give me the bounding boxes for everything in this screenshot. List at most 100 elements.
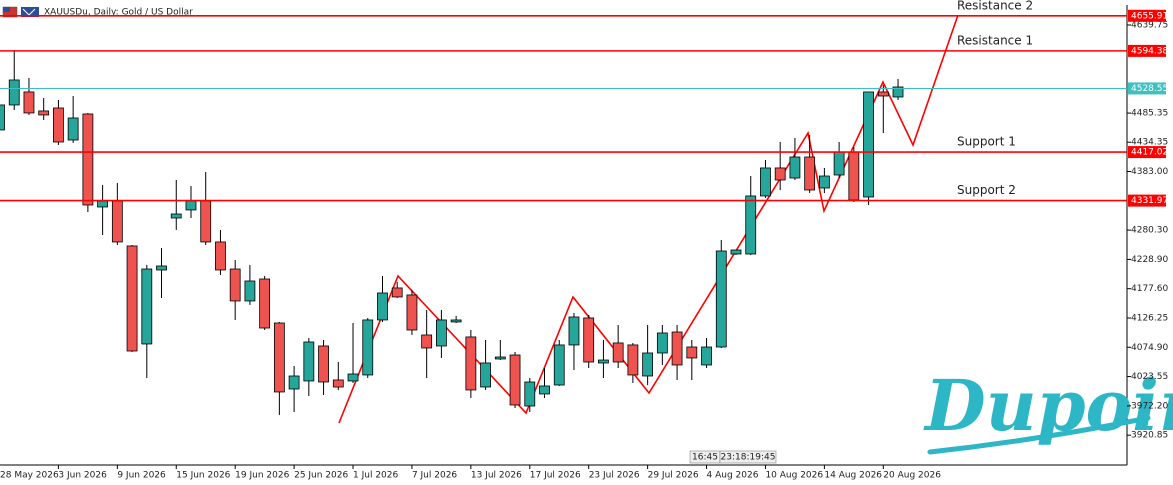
candle-body xyxy=(494,356,506,360)
candle-body xyxy=(863,91,874,198)
level-tag xyxy=(1128,9,1166,22)
x-tick-label: 19 Jun 2026 xyxy=(235,471,289,481)
x-tick-label: 9 Jun 2026 xyxy=(117,471,166,481)
candle-body xyxy=(568,316,580,346)
candle-body xyxy=(730,249,742,255)
x-tick-label: 23 Jul 2026 xyxy=(589,471,640,481)
candle-body xyxy=(553,344,565,386)
candle-body xyxy=(656,332,668,354)
y-tick-label: 4639.75 xyxy=(1131,20,1168,30)
candle-body xyxy=(156,265,167,271)
candle-body xyxy=(745,195,757,255)
candle-body xyxy=(671,331,683,366)
x-tick-label: 28 May 2026 xyxy=(0,471,59,481)
candle-body xyxy=(421,334,433,349)
candle-body xyxy=(524,381,536,407)
candle-body xyxy=(38,110,50,116)
logo-text: Dupoin xyxy=(923,364,1173,447)
level-price: 4417.02 xyxy=(1131,148,1168,158)
candle-body xyxy=(892,86,904,98)
candle-body xyxy=(789,156,801,179)
level-label: Resistance 1 xyxy=(957,33,1033,47)
timer-label: 23:18:19:45 xyxy=(721,453,776,463)
level-price: 4331.97 xyxy=(1131,196,1168,206)
zigzag-projection xyxy=(338,14,959,424)
candle-body xyxy=(126,245,138,352)
x-tick-label: 13 Jul 2026 xyxy=(471,471,522,481)
x-tick-label: 15 Jun 2026 xyxy=(176,471,230,481)
y-tick-label: 3920.85 xyxy=(1131,431,1168,441)
level-price: 4594.38 xyxy=(1131,46,1168,56)
candle-body xyxy=(332,379,344,388)
candle-body xyxy=(273,322,285,393)
level-tag xyxy=(1128,194,1166,207)
x-tick-label: 1 Jul 2026 xyxy=(353,471,398,481)
candle-body xyxy=(318,345,329,383)
candle-body xyxy=(877,91,889,97)
candle-body xyxy=(715,250,727,348)
time-label: 16:45 xyxy=(692,453,718,463)
candle-body xyxy=(53,107,64,143)
candle-body xyxy=(480,362,491,388)
candle-body xyxy=(303,341,315,382)
candle-body xyxy=(82,113,94,206)
candle-body xyxy=(67,117,79,141)
candle-body xyxy=(377,292,388,321)
level-price: 4655.91 xyxy=(1131,11,1168,21)
x-tick-label: 7 Jul 2026 xyxy=(412,471,457,481)
candle-body xyxy=(760,167,771,197)
candle-body xyxy=(288,375,300,390)
candle-body xyxy=(406,294,418,331)
candle-body xyxy=(97,200,109,208)
candle-body xyxy=(185,200,197,211)
candle-body xyxy=(435,319,447,347)
x-tick-label: 14 Aug 2026 xyxy=(824,471,882,481)
candle-body xyxy=(583,317,595,363)
time-box: 16:45 23:18:19:45 xyxy=(689,450,777,464)
candle-body xyxy=(539,385,550,395)
x-tick-label: 10 Aug 2026 xyxy=(765,471,823,481)
candle-body xyxy=(347,373,359,382)
chart-header: XAUUSDu, Daily: Gold / US Dollar xyxy=(44,8,193,18)
y-tick-label: 4126.25 xyxy=(1131,313,1168,323)
candle-body xyxy=(848,151,860,201)
last-price-tag xyxy=(1128,82,1166,95)
candle-body xyxy=(818,175,830,189)
candle-body xyxy=(259,278,271,329)
candle-body xyxy=(450,319,462,323)
x-tick-label: 20 Aug 2026 xyxy=(883,471,941,481)
y-tick-label: 4434.35 xyxy=(1131,138,1168,148)
candle-body xyxy=(465,336,477,391)
x-tick-label: 29 Jul 2026 xyxy=(648,471,699,481)
candle-body xyxy=(111,200,123,243)
candle-body xyxy=(686,346,698,359)
x-tick-label: 3 Jun 2026 xyxy=(58,471,107,481)
candle-body xyxy=(244,280,256,302)
candle-body xyxy=(23,91,35,114)
candle-body xyxy=(229,268,241,302)
y-tick-label: 4485.35 xyxy=(1131,109,1168,119)
level-label: Support 1 xyxy=(957,135,1016,149)
candle-body xyxy=(509,354,521,406)
candle-body xyxy=(701,346,712,366)
brand-logo: Dupoin xyxy=(923,364,1173,455)
candle-body xyxy=(8,79,20,106)
y-tick-label: 4023.55 xyxy=(1131,372,1168,382)
x-tick-label: 4 Aug 2026 xyxy=(707,471,759,481)
candle-body xyxy=(215,241,226,271)
last-price-label: 4528.55 xyxy=(1131,84,1168,94)
y-tick-label: 3972.20 xyxy=(1131,401,1168,411)
y-tick-label: 4280.30 xyxy=(1131,226,1168,236)
candle-body xyxy=(0,104,5,131)
candle-body xyxy=(598,359,609,364)
candle-body xyxy=(362,319,374,376)
candle-body xyxy=(170,213,182,219)
candle-body xyxy=(833,151,845,176)
candle-body xyxy=(642,352,654,377)
candle-body xyxy=(200,200,212,243)
y-tick-label: 4074.90 xyxy=(1131,343,1168,353)
candle-body xyxy=(774,167,786,181)
candle-body xyxy=(804,156,816,191)
